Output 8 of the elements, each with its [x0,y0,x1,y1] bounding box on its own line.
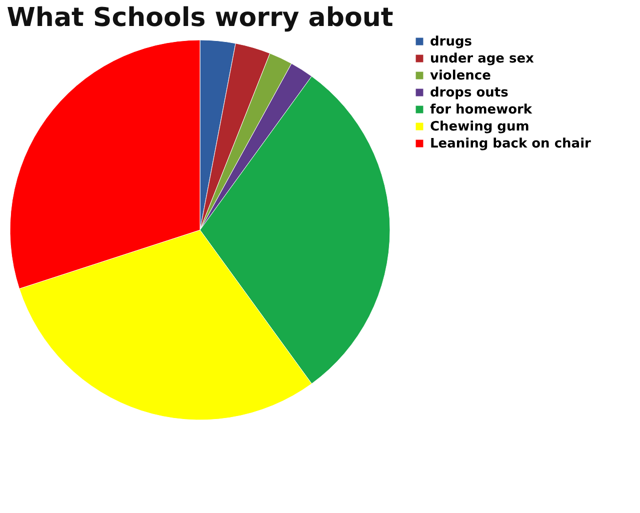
legend-label: under age sex [430,52,535,66]
legend-label: for homework [430,102,532,118]
legend-label: Chewing gum [430,120,530,134]
chart-title: What Schools worry about [6,3,394,33]
legend-label: drops outs [430,86,509,100]
legend-label: violence [430,68,492,84]
legend-label: Leaning back on chair [430,136,592,152]
legend-label: drugs [430,34,472,50]
